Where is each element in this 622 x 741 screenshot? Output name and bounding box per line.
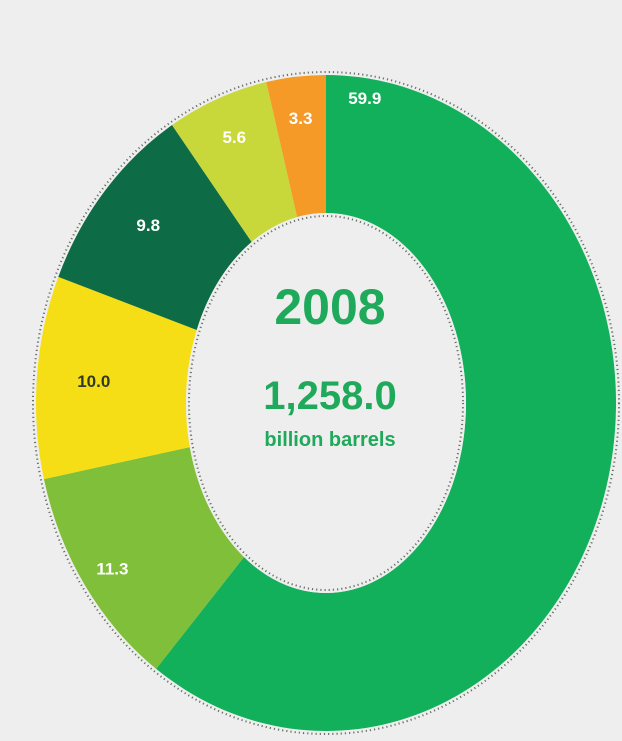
slice-label-5: 3.3 (289, 109, 313, 128)
slice-label-2: 10.0 (77, 372, 110, 391)
center-unit: billion barrels (264, 429, 395, 451)
center-total: 1,258.0 (263, 374, 396, 418)
slice-label-1: 11.3 (96, 560, 128, 579)
slice-label-3: 9.8 (136, 216, 160, 235)
center-year: 2008 (274, 279, 385, 335)
slice-label-4: 5.6 (222, 128, 246, 147)
slice-label-0: 59.9 (348, 89, 381, 108)
